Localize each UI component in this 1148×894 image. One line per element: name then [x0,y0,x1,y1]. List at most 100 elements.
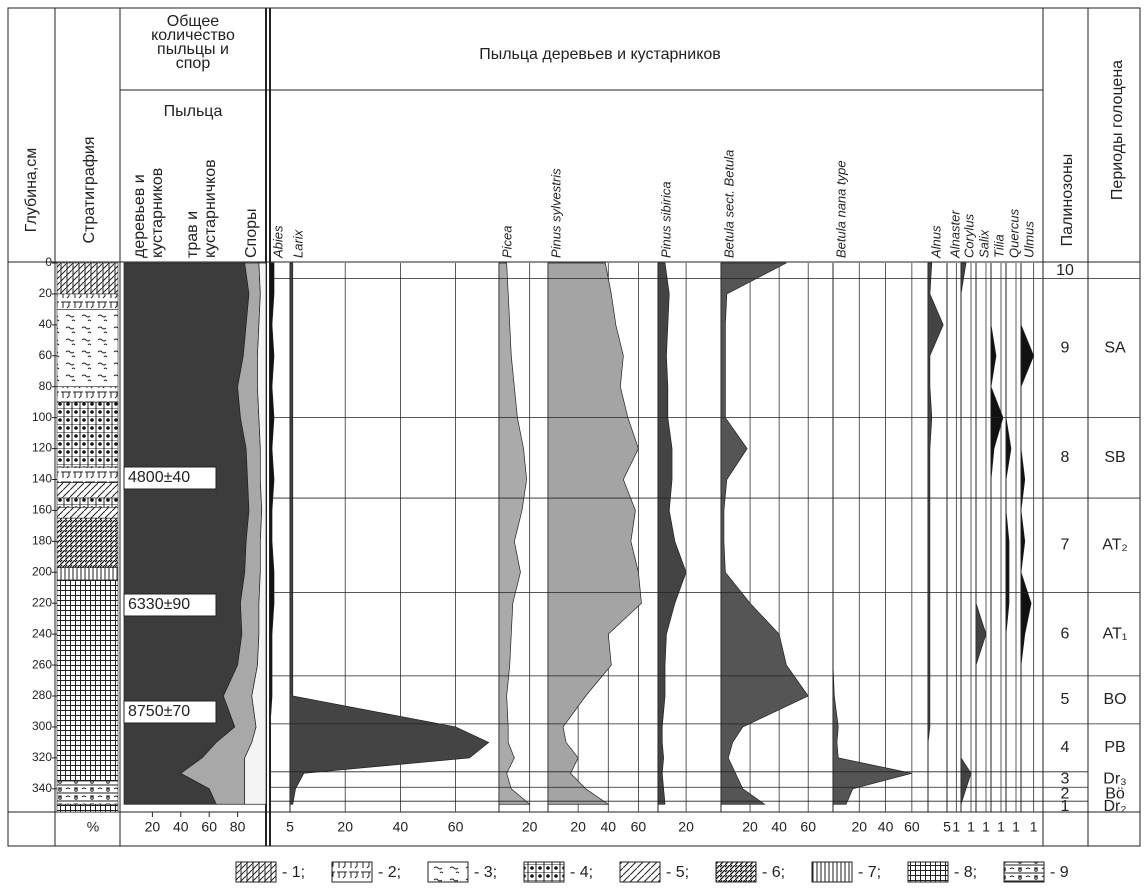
taxon-area [1020,263,1035,805]
strat-layer [56,579,119,782]
zone-label: 3 [1061,771,1070,788]
total-title: пыльцы и [157,41,229,58]
strat-layer [56,517,119,568]
group-name: Споры [243,208,260,258]
y-tick-label: 140 [32,472,52,486]
taxon-name: Salix [976,229,991,258]
taxon-name: Tilia [991,234,1006,258]
zone-label: 6 [1061,625,1070,642]
y-tick-label: 180 [32,534,52,548]
group-name: кустарников [149,168,166,258]
y-tick-label: 260 [32,657,52,671]
strat-layer [56,507,119,519]
taxon-area [1005,263,1012,805]
strat-layer [56,466,119,483]
x-tick-label: 1 [952,819,960,835]
y-tick-label: 320 [32,750,52,764]
x-tick-label: 80 [230,819,246,835]
x-tick-label: 60 [904,819,920,835]
y-tick-label: 300 [32,719,52,733]
total-title: спор [176,55,211,72]
y-tick-label: 20 [39,286,53,300]
zone-label: 1 [1061,798,1070,815]
legend-label: - 3; [474,864,497,881]
trees-title: Пыльца деревьев и кустарников [479,46,721,63]
legend-label: - 7; [858,864,881,881]
x-tick-label: 60 [201,819,217,835]
x-tick-label: 20 [570,819,586,835]
strat-layer [56,262,119,295]
taxon-name: Betula nana type [833,160,848,258]
group-name: кустарничков [202,159,219,258]
strat-layer [56,567,119,581]
pollen-label: Пыльца [164,103,223,120]
legend-swatch [811,861,853,883]
legend-label: - 1; [282,864,305,881]
period-label: SB [1104,449,1125,466]
period-label: BO [1103,691,1126,708]
y-tick-label: 40 [39,317,53,331]
zone-label: 9 [1061,339,1070,356]
x-tick-label: 1 [967,819,975,835]
x-tick-label: 20 [337,819,353,835]
taxon-name: Betula sect. Betula [721,150,736,258]
legend-label: - 4; [570,864,593,881]
group-name: деревьев и [131,174,148,258]
taxon-name: Pinus sylvestris [548,168,563,258]
total-title: Общее [167,13,219,30]
x-tick-label: 60 [631,819,647,835]
taxon-area [269,262,275,805]
x-tick-label: 5 [286,819,294,835]
taxon-area [960,262,972,805]
taxon-name: Larix [290,229,305,258]
strat-layer [56,309,119,388]
x-tick-label: 40 [771,819,787,835]
x-tick-label: 40 [393,819,409,835]
y-tick-label: 160 [32,503,52,517]
taxon-name: Quercus [1006,208,1021,258]
x-tick-label: 1 [982,819,990,835]
x-tick-label: 40 [878,819,894,835]
legend-label: - 8; [954,864,977,881]
x-tick-label: 40 [600,819,616,835]
legend-swatch [715,861,757,883]
period-label: SA [1104,339,1126,356]
y-tick-label: 0 [45,255,52,269]
zone-label: 5 [1061,691,1070,708]
taxon-name: Corylus [961,213,976,258]
taxon-name: Pinus sibirica [658,181,673,258]
strat-label: Стратиграфия [81,137,98,244]
x-tick-label: 1 [1030,819,1038,835]
y-tick-label: 200 [32,564,52,578]
strat-layer [56,482,119,499]
zone-label: 8 [1061,449,1070,466]
taxon-area [832,263,912,805]
y-tick-label: 280 [32,688,52,702]
date-label: 6330±90 [128,596,190,613]
taxon-area [289,262,490,805]
x-tick-label: 20 [742,819,758,835]
y-tick-label: 340 [32,781,52,795]
taxon-area [498,262,531,805]
x-tick-label: 40 [173,819,189,835]
period-label: Bö [1105,785,1125,802]
taxon-name: Abies [270,225,285,259]
zones-label: Палинозоны [1059,154,1076,247]
x-tick-label: 60 [800,819,816,835]
x-tick-label: 5 [943,819,951,835]
legend-label: - 9 [1050,864,1069,881]
period-label: Dr₃ [1103,771,1126,788]
taxon-area [657,262,687,805]
taxon-area [927,262,944,805]
legend-label: - 5; [666,864,689,881]
date-label: 8750±70 [128,703,190,720]
legend-swatch [907,861,949,883]
strat-layer [56,803,119,813]
period-label: AT₁ [1103,625,1128,642]
zone-label: 2 [1061,785,1070,802]
percent-label: % [87,819,99,835]
x-tick-label: 1 [997,819,1005,835]
legend-swatch [1003,861,1045,883]
legend-swatch [427,861,469,883]
